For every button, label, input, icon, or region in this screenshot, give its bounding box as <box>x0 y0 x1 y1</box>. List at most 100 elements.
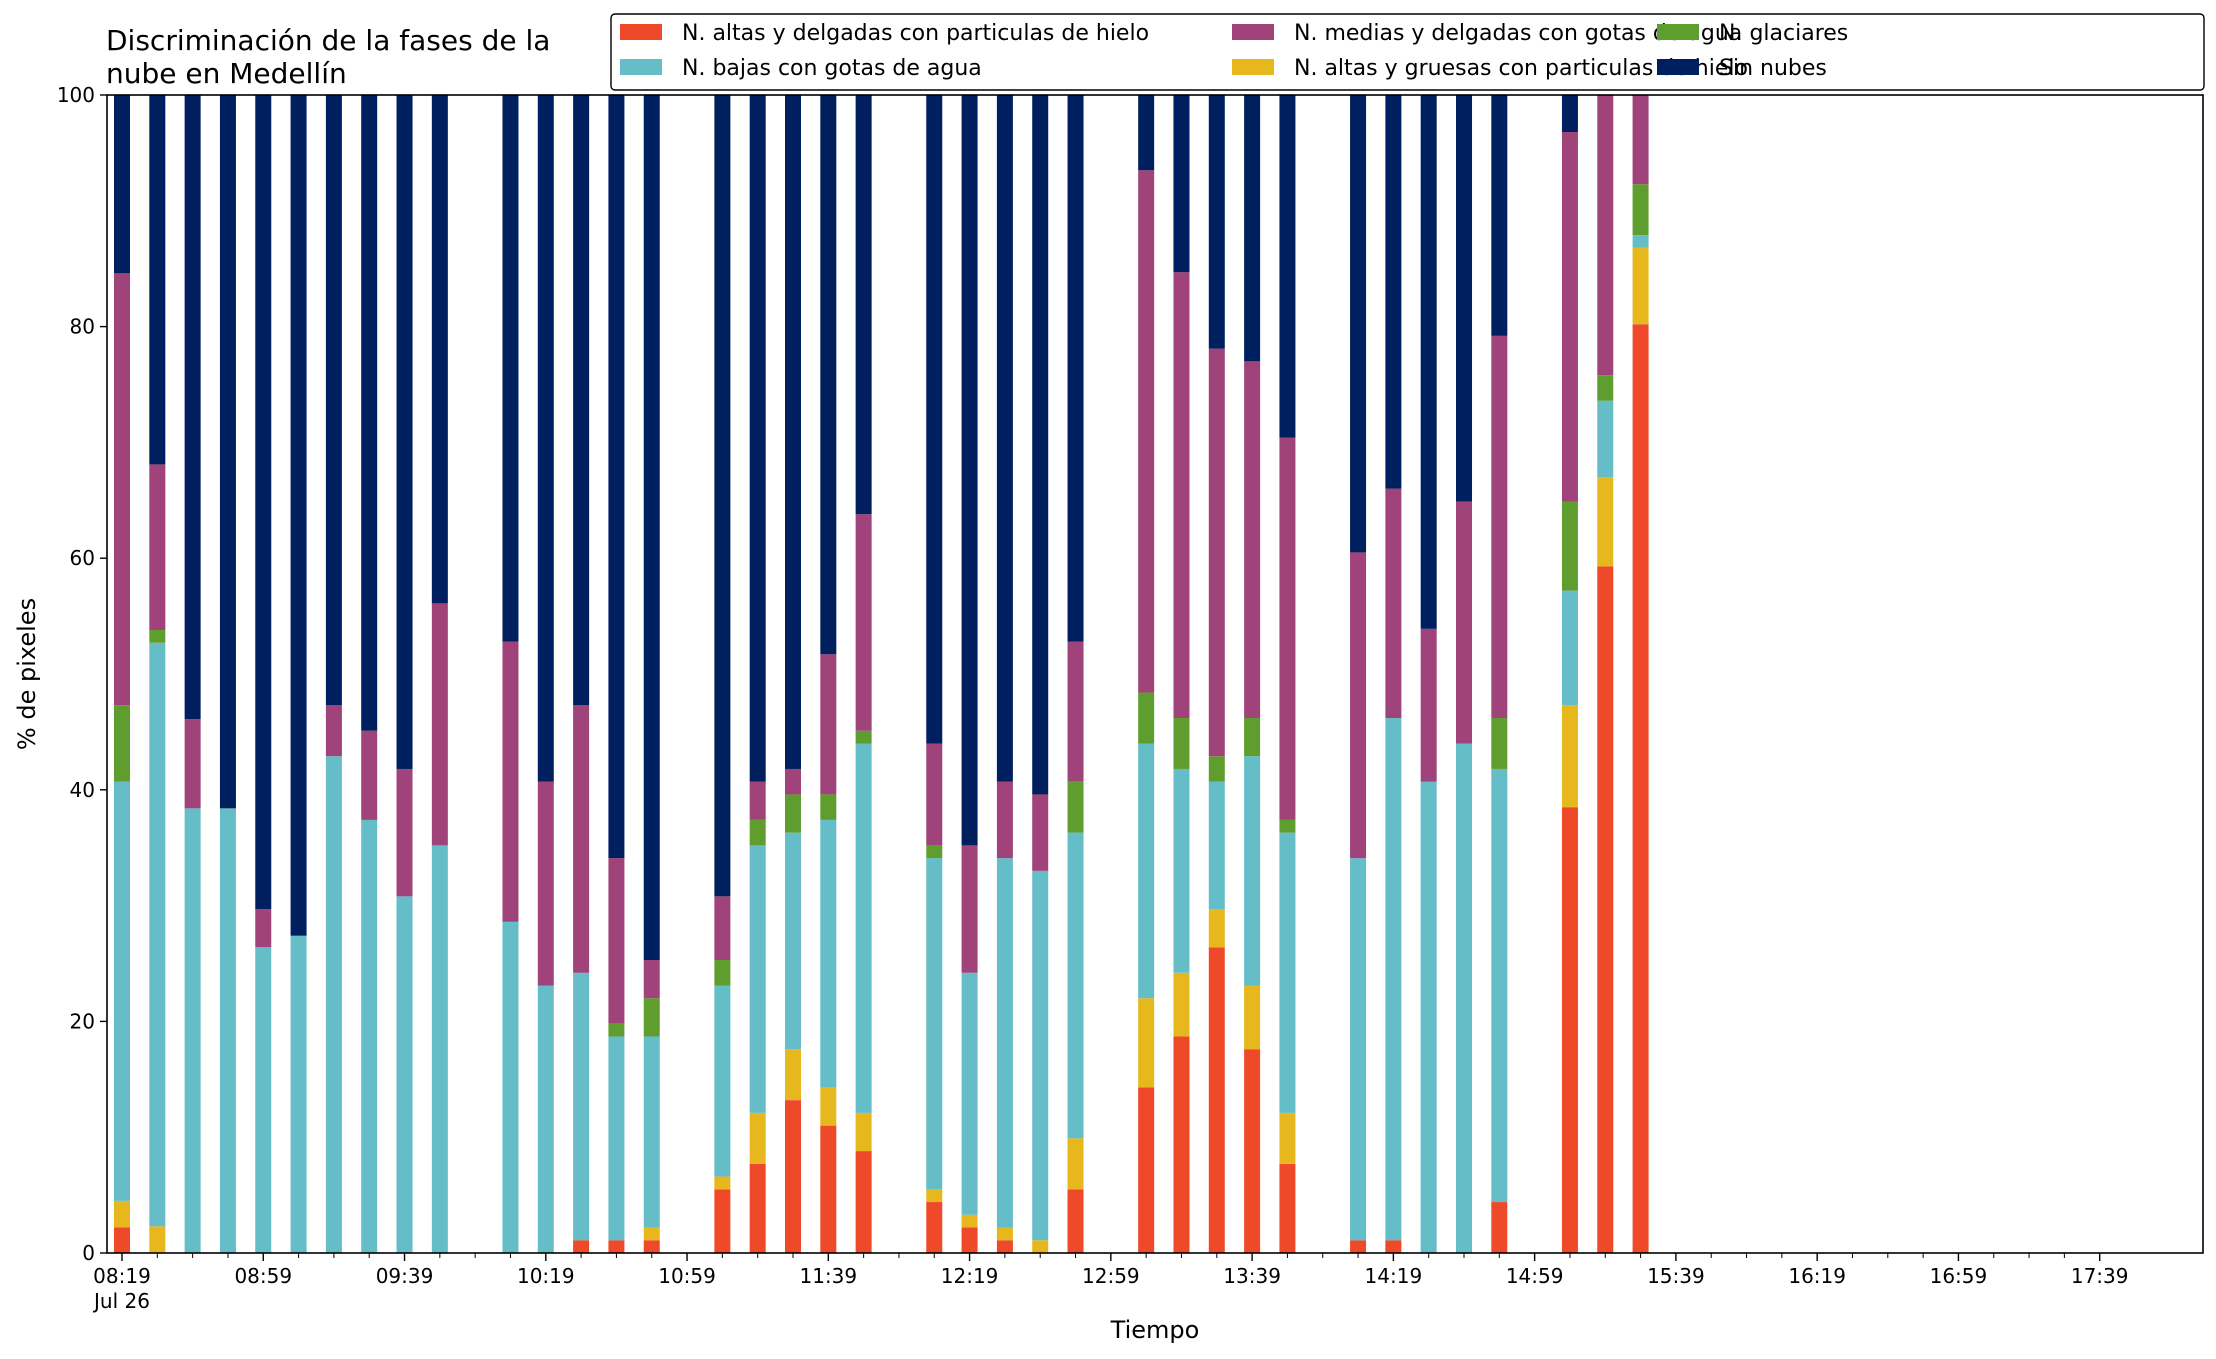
bar-segment <box>184 808 201 1253</box>
bar-stack <box>184 95 201 1253</box>
bar-segment <box>1597 477 1614 567</box>
bar-stack <box>926 95 943 1253</box>
x-tick-label: 16:19 <box>1788 1264 1846 1288</box>
plot-frame <box>106 94 2204 1254</box>
bar-segment <box>926 1189 943 1203</box>
bar-segment <box>325 756 342 1253</box>
y-tick-label: 0 <box>82 1241 95 1265</box>
bar-segment <box>1032 95 1049 795</box>
x-tick-label: 10:19 <box>517 1264 575 1288</box>
legend-label: Sin nubes <box>1719 56 1827 81</box>
bar-segment <box>1208 756 1225 782</box>
bar-stack <box>643 95 660 1253</box>
bar-segment <box>926 1202 943 1253</box>
bar-segment <box>855 743 872 1113</box>
bar-segment <box>1138 998 1155 1088</box>
bar-segment <box>785 794 801 833</box>
bar-segment <box>855 1112 872 1152</box>
bar-segment <box>1279 1112 1296 1164</box>
bar-segment <box>996 95 1013 782</box>
bar-stack <box>149 95 166 1253</box>
bar-segment <box>926 858 943 1190</box>
bar-segment <box>961 1227 978 1253</box>
bar-segment <box>184 719 201 809</box>
bar-segment <box>1244 361 1261 718</box>
x-tick-label: 14:19 <box>1365 1264 1423 1288</box>
bar-stack <box>537 95 554 1253</box>
bar-segment <box>714 1176 731 1190</box>
bar-stack <box>396 95 413 1253</box>
bar-segment <box>714 896 731 961</box>
x-axis-label: Tiempo <box>1110 1316 1200 1344</box>
bar-segment <box>1244 1049 1261 1253</box>
bar-segment <box>608 95 625 859</box>
legend-swatch <box>1232 24 1274 40</box>
legend-item: N. altas y delgadas con particulas de hi… <box>620 21 1149 46</box>
bar-segment <box>1067 832 1084 1139</box>
bar-stack <box>1208 95 1225 1253</box>
bar-segment <box>325 95 342 706</box>
bar-stack <box>325 95 342 1253</box>
bar-segment <box>749 781 766 820</box>
bar-segment <box>1138 743 1155 999</box>
bar-segment <box>996 1227 1013 1241</box>
bar-segment <box>1597 400 1614 478</box>
x-tick-label: 12:59 <box>1082 1264 1140 1288</box>
x-tick-label: 14:59 <box>1506 1264 1564 1288</box>
bar-segment <box>1561 705 1578 808</box>
bar-segment <box>608 1036 625 1241</box>
bar-segment <box>361 95 378 731</box>
bar-segment <box>1032 794 1049 871</box>
bar-segment <box>1067 781 1084 833</box>
bar-segment <box>643 960 660 999</box>
y-tick-label: 20 <box>70 1009 95 1033</box>
bar-segment <box>1350 858 1367 1241</box>
bar-segment <box>1350 552 1367 859</box>
bar-segment <box>1244 95 1261 362</box>
bar-segment <box>785 832 801 1050</box>
bar-stack <box>1561 95 1578 1253</box>
bar-segment <box>1208 348 1225 757</box>
bar-segment <box>714 985 731 1177</box>
bar-segment <box>820 654 837 795</box>
bar-segment <box>785 1100 801 1253</box>
bar-segment <box>1561 501 1578 591</box>
bar-segment <box>1385 95 1402 489</box>
bar-segment <box>1561 590 1578 706</box>
bar-segment <box>749 1163 766 1253</box>
bar-segment <box>926 845 943 859</box>
bar-segment <box>643 1240 660 1253</box>
legend-item: N. glaciares <box>1657 21 1848 46</box>
bar-segment <box>926 743 943 846</box>
bar-segment <box>1385 718 1402 1241</box>
bar-segment <box>502 95 519 642</box>
x-tick-label: 12:19 <box>941 1264 999 1288</box>
legend-label: N. altas y delgadas con particulas de hi… <box>682 21 1149 46</box>
bar-segment <box>643 1036 660 1228</box>
bar-stack <box>820 95 837 1253</box>
bar-segment <box>1173 972 1190 1037</box>
bar-segment <box>1561 132 1578 502</box>
bar-segment <box>1032 870 1049 1241</box>
bar-segment <box>1138 170 1155 693</box>
x-tick-label: 13:39 <box>1223 1264 1281 1288</box>
bar-segment <box>1491 95 1508 336</box>
bar-segment <box>1173 95 1190 273</box>
legend-label: N. bajas con gotas de agua <box>682 56 982 81</box>
bar-segment <box>1067 95 1084 642</box>
bar-segment <box>573 95 590 706</box>
bar-stack <box>219 95 236 1253</box>
bar-stack <box>1173 95 1190 1253</box>
bar-segment <box>1632 247 1649 325</box>
bar-stack <box>1067 95 1084 1253</box>
bar-stack <box>1244 95 1261 1253</box>
bar-segment <box>1279 1163 1296 1253</box>
bar-segment <box>1244 718 1261 757</box>
bar-segment <box>431 95 448 604</box>
bar-segment <box>573 972 590 1241</box>
bar-segment <box>1385 1240 1402 1253</box>
bar-segment <box>255 947 272 1253</box>
bar-segment <box>1456 501 1473 744</box>
bar-segment <box>1173 272 1190 718</box>
